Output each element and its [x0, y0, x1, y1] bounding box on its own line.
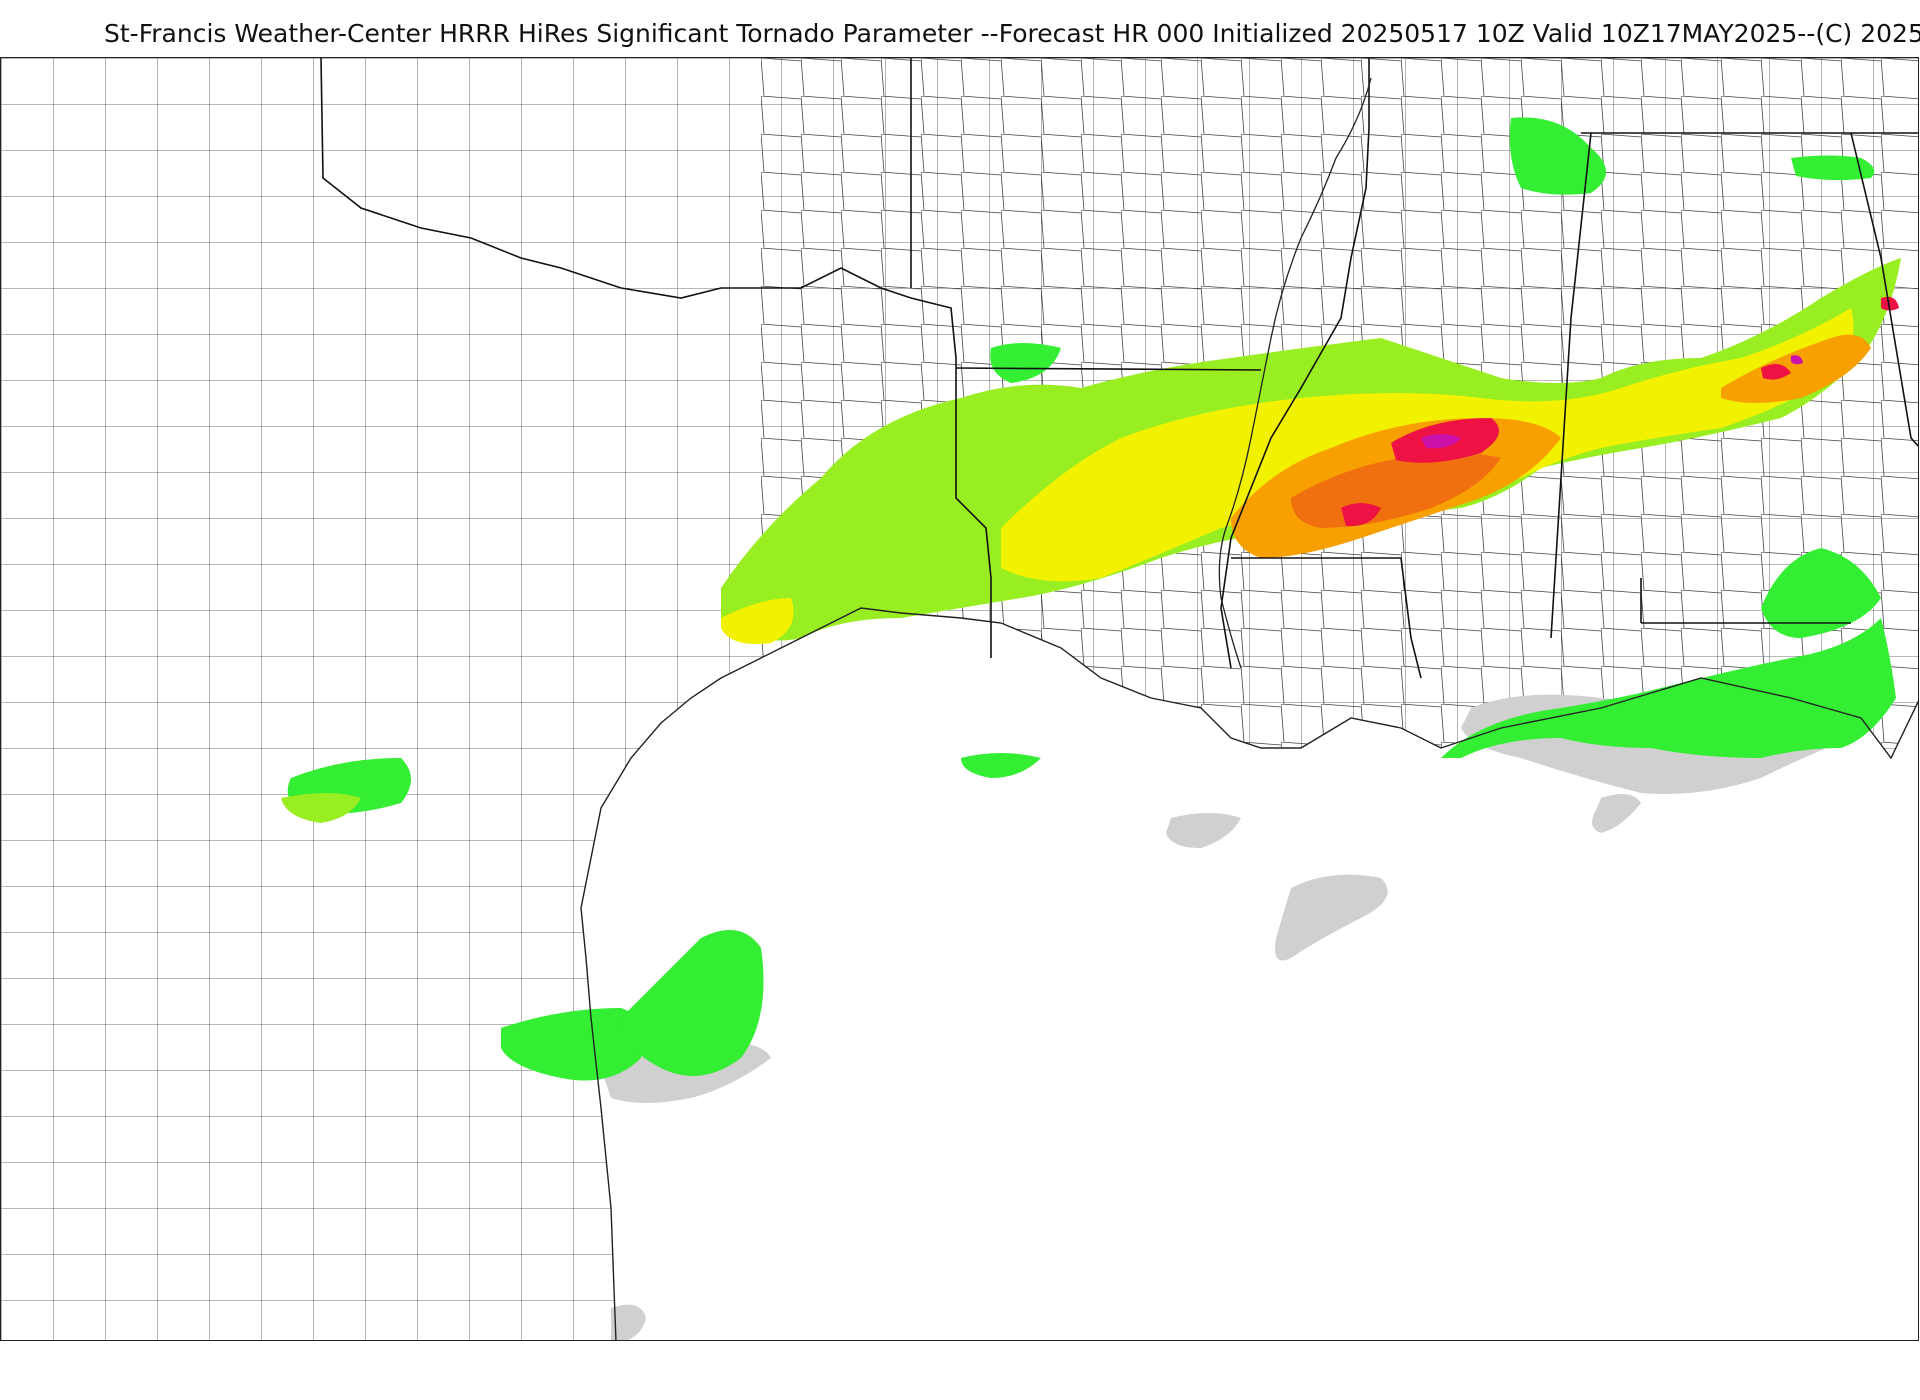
state-borders: [320, 58, 1918, 679]
map-svg: [1, 58, 1918, 1340]
mississippi-river: [1218, 77, 1372, 669]
map-canvas[interactable]: [0, 57, 1919, 1341]
stp-gray-areas: [601, 694, 1851, 1340]
stp-magenta-areas: [1421, 355, 1803, 449]
map-title: St-Francis Weather-Center HRRR HiRes Sig…: [104, 19, 1920, 48]
gulf-coastline: [580, 607, 1918, 1340]
